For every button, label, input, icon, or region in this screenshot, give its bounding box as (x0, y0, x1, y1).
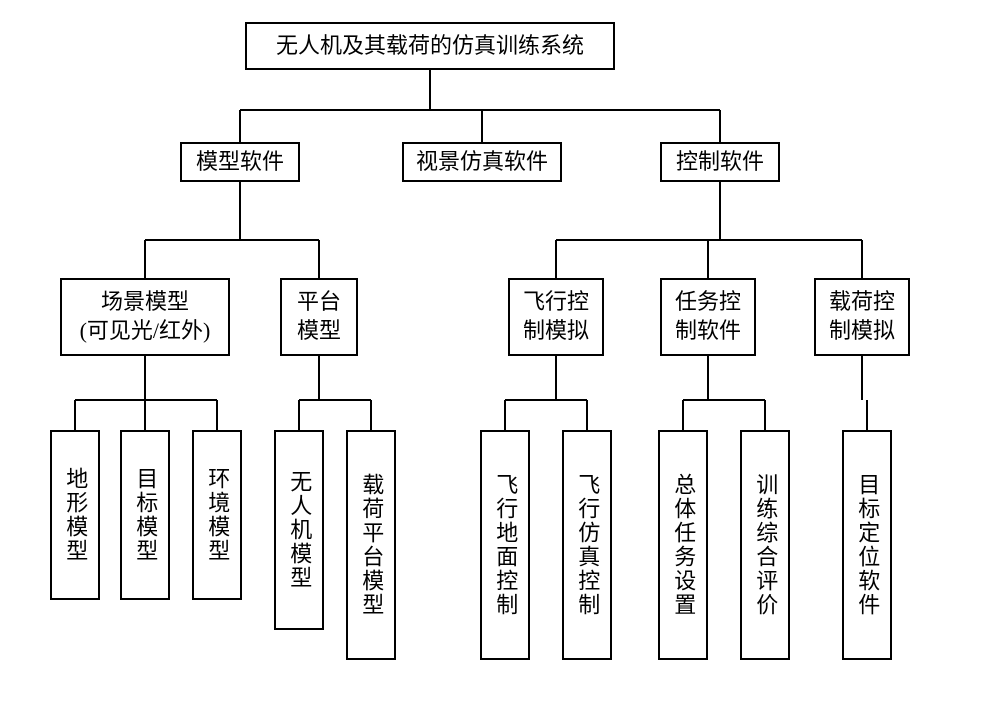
level2-scene_model: 场景模型(可见光/红外) (60, 278, 230, 356)
level3-payload_plat: 载荷平台模型 (346, 430, 396, 660)
level3-flight_sim: 飞行仿真控制 (562, 430, 612, 660)
level1-model_sw: 模型软件 (180, 142, 300, 182)
level3-uav_model: 无人机模型 (274, 430, 324, 630)
diagram-canvas: 无人机及其载荷的仿真训练系统模型软件 视景仿真软件 控制软件场景模型(可见光/红外)… (0, 0, 1000, 708)
level3-train_eval: 训练综合评价 (740, 430, 790, 660)
level2-platform_model: 平台模型 (280, 278, 358, 356)
level3-flight_ground: 飞行地面控制 (480, 430, 530, 660)
level3-target_model: 目标模型 (120, 430, 170, 600)
level2-flight_ctrl: 飞行控制模拟 (508, 278, 604, 356)
level3-terrain_model: 地形模型 (50, 430, 100, 600)
level3-target_locate: 目标定位软件 (842, 430, 892, 660)
level1-visual_sw: 视景仿真软件 (402, 142, 562, 182)
level3-overall_mission: 总体任务设置 (658, 430, 708, 660)
level3-env_model: 环境模型 (192, 430, 242, 600)
level1-control_sw: 控制软件 (660, 142, 780, 182)
root-node: 无人机及其载荷的仿真训练系统 (245, 22, 615, 70)
level2-mission_ctrl: 任务控制软件 (660, 278, 756, 356)
level2-payload_ctrl: 载荷控制模拟 (814, 278, 910, 356)
